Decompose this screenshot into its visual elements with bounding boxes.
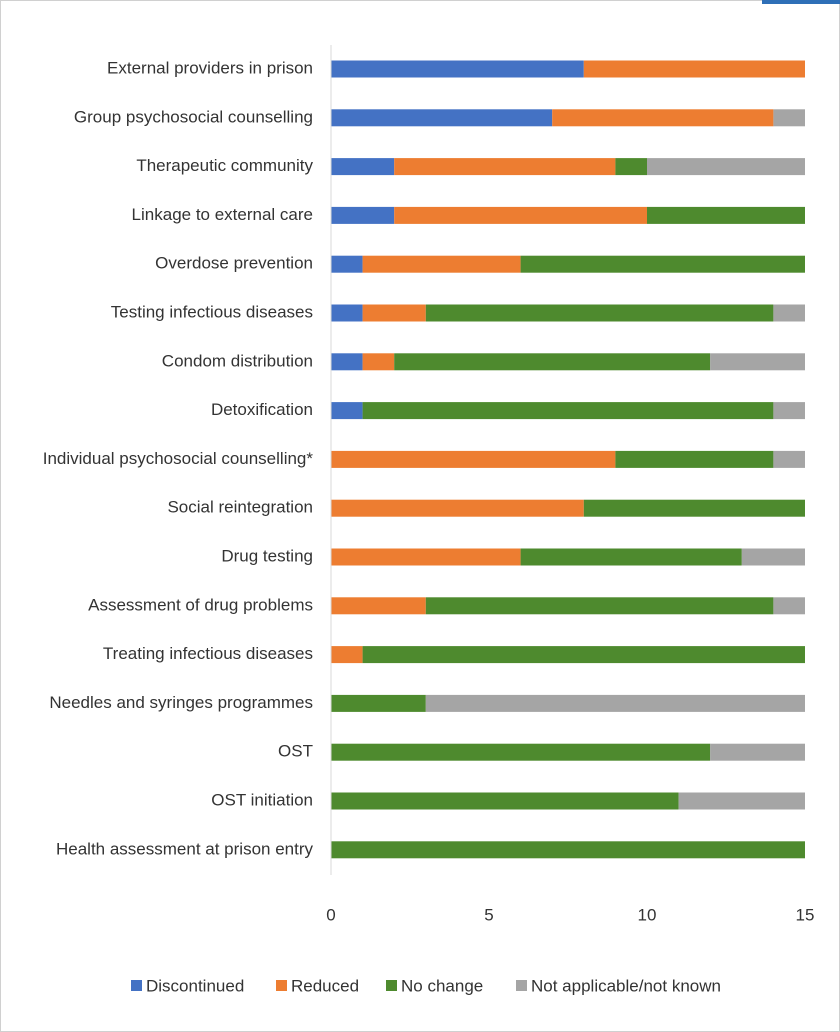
y-tick-label: Needles and syringes programmes <box>49 693 313 712</box>
y-tick-label: Testing infectious diseases <box>111 302 313 321</box>
y-tick-label: Group psychosocial counselling <box>74 107 313 126</box>
bar-segment <box>331 597 426 615</box>
bar-segment <box>552 109 774 127</box>
bar-segment <box>520 548 742 566</box>
bar-segment <box>331 792 679 810</box>
y-tick-label: Linkage to external care <box>132 205 313 224</box>
bar-segment <box>773 402 805 420</box>
bar-segment <box>710 743 805 761</box>
legend-swatch <box>516 980 527 991</box>
bar-segment <box>773 450 805 468</box>
bar-segment <box>710 353 805 371</box>
bar-segment <box>583 499 805 517</box>
y-tick-label: Health assessment at prison entry <box>56 839 314 858</box>
x-tick-label: 15 <box>796 905 815 924</box>
bar-segment <box>647 206 805 224</box>
y-tick-label: Social reintegration <box>167 498 313 517</box>
legend-swatch <box>276 980 287 991</box>
y-tick-label: Drug testing <box>221 546 313 565</box>
bar-segment <box>425 304 774 322</box>
y-tick-label: Individual psychosocial counselling* <box>43 449 314 468</box>
legend-swatch <box>386 980 397 991</box>
legend-label: No change <box>401 976 483 995</box>
bar-segment <box>583 60 805 78</box>
bar-segment <box>425 597 774 615</box>
y-tick-label: Overdose prevention <box>155 254 313 273</box>
bar-segment <box>331 402 363 420</box>
bar-segment <box>647 158 805 176</box>
bar-segment <box>331 255 363 273</box>
bar-segment <box>331 499 584 517</box>
x-tick-label: 5 <box>484 905 493 924</box>
bar-segment <box>520 255 805 273</box>
bar-segment <box>615 450 774 468</box>
bar-segment <box>773 109 805 127</box>
legend-label: Discontinued <box>146 976 244 995</box>
y-tick-label: Condom distribution <box>162 351 313 370</box>
bar-segment <box>331 158 395 176</box>
bar-segment <box>394 206 647 224</box>
bar-segment <box>394 353 711 371</box>
y-tick-label: External providers in prison <box>107 58 313 77</box>
legend-label: Reduced <box>291 976 359 995</box>
bar-segment <box>394 158 616 176</box>
y-tick-label: OST initiation <box>211 790 313 809</box>
bar-segment <box>773 597 805 615</box>
bar-segment <box>362 646 805 664</box>
bar-segment <box>362 353 395 371</box>
bar-segment <box>362 304 426 322</box>
y-tick-label: Detoxification <box>211 400 313 419</box>
y-tick-label: Assessment of drug problems <box>88 595 313 614</box>
bar-segment <box>362 402 774 420</box>
legend-swatch <box>131 980 142 991</box>
bar-segment <box>331 694 426 712</box>
corner-accent <box>762 0 840 4</box>
y-tick-label: OST <box>278 742 313 761</box>
legend-label: Not applicable/not known <box>531 976 721 995</box>
bar-segment <box>741 548 805 566</box>
bar-segment <box>615 158 647 176</box>
bar-segment <box>331 548 521 566</box>
bar-segment <box>425 694 805 712</box>
y-tick-label: Therapeutic community <box>136 156 313 175</box>
bar-segment <box>331 206 395 224</box>
bar-segment <box>773 304 805 322</box>
y-tick-label: Treating infectious diseases <box>103 644 313 663</box>
bar-segment <box>331 841 805 859</box>
x-tick-label: 0 <box>326 905 335 924</box>
bar-segment <box>331 646 363 664</box>
bar-segment <box>678 792 805 810</box>
x-tick-label: 10 <box>638 905 657 924</box>
bar-segment <box>362 255 521 273</box>
bar-segment <box>331 353 363 371</box>
bar-segment <box>331 450 616 468</box>
bar-segment <box>331 109 553 127</box>
bar-segment <box>331 743 711 761</box>
bar-segment <box>331 60 584 78</box>
bar-segment <box>331 304 363 322</box>
